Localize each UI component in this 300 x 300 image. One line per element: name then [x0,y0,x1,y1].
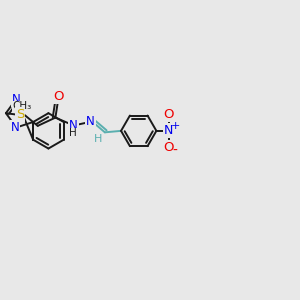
Text: S: S [16,108,24,121]
Text: +: + [170,121,180,130]
Text: N: N [11,121,20,134]
Text: N: N [69,119,78,132]
Text: H: H [94,134,103,144]
Text: -: - [173,144,178,158]
Text: N: N [164,124,173,137]
Text: H: H [70,128,77,138]
Text: N: N [86,115,95,128]
Text: CH₃: CH₃ [13,101,32,111]
Text: O: O [164,141,174,154]
Text: O: O [164,108,174,121]
Text: N: N [12,93,21,106]
Text: O: O [53,90,63,103]
